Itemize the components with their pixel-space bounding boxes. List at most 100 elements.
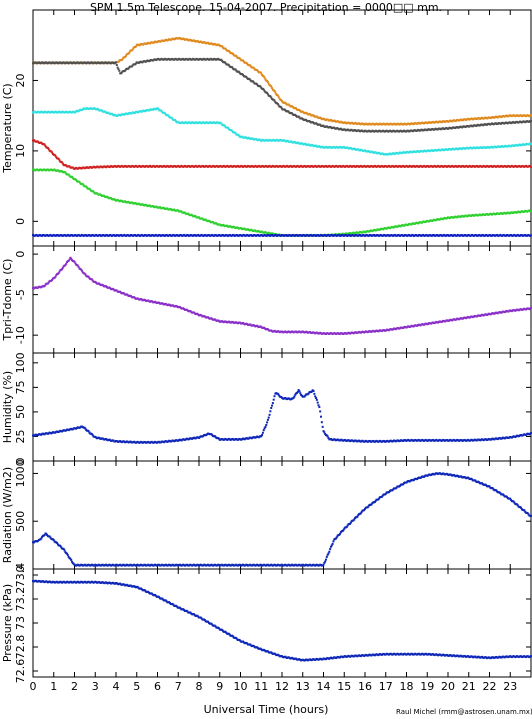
data-point [267, 82, 270, 85]
data-point [284, 109, 287, 112]
data-point [50, 150, 53, 153]
data-point [55, 156, 58, 159]
data-point [223, 124, 226, 127]
data-point [280, 99, 283, 102]
data-point [88, 431, 91, 434]
data-point [115, 61, 117, 64]
data-point [85, 186, 88, 189]
data-point [304, 394, 307, 397]
data-point [120, 71, 123, 74]
data-point [274, 91, 277, 94]
data-point [51, 151, 54, 154]
data-point [134, 45, 137, 48]
data-point [277, 95, 280, 98]
data-point [91, 279, 94, 282]
data-point [268, 413, 271, 416]
data-point [117, 60, 120, 63]
data-point [214, 435, 217, 438]
data-point [295, 391, 298, 394]
data-point [321, 425, 324, 428]
data-point [67, 259, 70, 262]
data-point [298, 390, 301, 393]
data-point [248, 78, 251, 81]
data-point [64, 264, 67, 267]
data-point [259, 85, 262, 88]
data-point [326, 435, 329, 438]
data-point [221, 60, 224, 63]
data-point [277, 393, 280, 396]
data-point [51, 278, 54, 281]
y-tick-label: -5 [14, 289, 27, 300]
data-point [530, 142, 532, 145]
series-tpri-tdome-1 [32, 256, 532, 336]
data-point [131, 48, 134, 51]
data-point [530, 119, 532, 122]
series-temperature-5 [32, 168, 532, 237]
data-point [64, 171, 67, 174]
data-point [174, 119, 177, 122]
data-point [294, 393, 297, 396]
data-point [327, 437, 330, 440]
data-point [277, 104, 280, 107]
data-point [90, 278, 93, 281]
data-point [319, 410, 322, 413]
data-point [530, 114, 532, 117]
series-temperature-2 [32, 57, 532, 133]
data-point [132, 47, 135, 50]
data-point [163, 112, 166, 115]
data-point [265, 424, 268, 427]
data-point [320, 415, 323, 418]
data-point [266, 418, 269, 421]
data-point [530, 165, 532, 168]
data-point [224, 62, 227, 65]
data-point [530, 234, 532, 237]
data-point [278, 97, 281, 100]
data-point [224, 47, 227, 50]
data-point [287, 110, 290, 113]
data-point [121, 57, 124, 60]
y-tick-label: 75 [14, 380, 27, 394]
data-point [256, 70, 259, 73]
y-tick-label: 10 [14, 144, 27, 158]
data-point [266, 79, 269, 82]
data-point [263, 90, 266, 93]
data-point [284, 101, 287, 104]
data-point [68, 258, 71, 261]
data-point [316, 401, 319, 404]
data-point [87, 275, 90, 278]
data-point [47, 281, 50, 284]
data-point [232, 53, 235, 56]
series-temperature-6 [32, 233, 532, 237]
data-point [90, 433, 93, 436]
data-point [299, 392, 302, 395]
data-point [70, 257, 73, 260]
data-point [43, 285, 46, 288]
data-point [262, 88, 265, 91]
data-point [263, 76, 266, 79]
y-tick-label: 25 [14, 429, 27, 443]
data-point [262, 75, 265, 78]
data-point [314, 395, 317, 398]
data-point [118, 69, 121, 72]
data-point [91, 434, 94, 437]
data-point [81, 183, 84, 186]
data-point [262, 429, 265, 432]
data-point [116, 66, 119, 69]
y-axis-label: Humidity (%) [1, 371, 14, 443]
data-point [76, 264, 79, 267]
data-point [124, 54, 127, 57]
data-point [54, 275, 57, 278]
data-point [273, 89, 276, 92]
data-point [266, 421, 269, 424]
data-point [271, 87, 274, 90]
series-temperature-4 [32, 139, 532, 170]
data-point [266, 93, 269, 96]
data-point [266, 80, 269, 83]
data-point [291, 105, 294, 108]
data-point [273, 395, 276, 398]
data-point [297, 389, 300, 392]
data-point [220, 122, 223, 125]
data-point [313, 392, 316, 395]
